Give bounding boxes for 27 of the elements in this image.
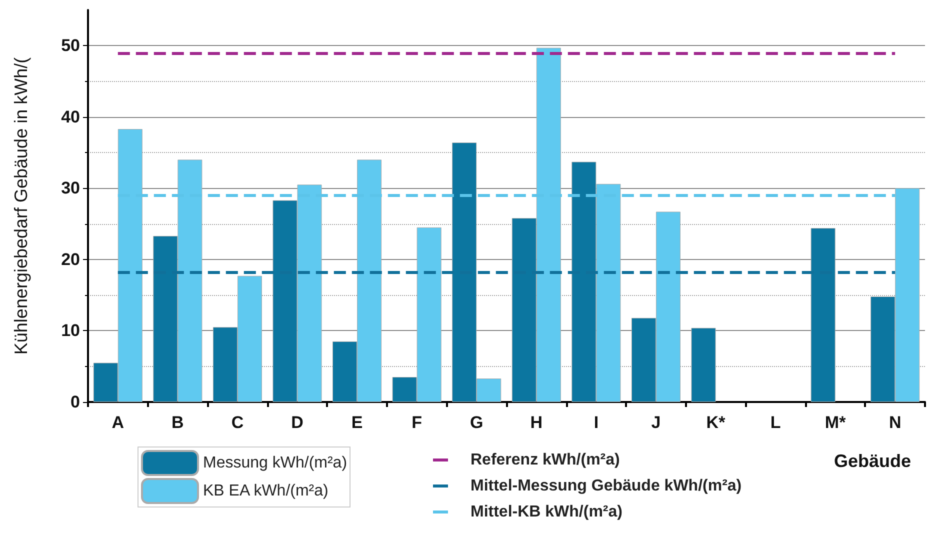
y-tick-label: 30 — [61, 178, 80, 198]
y-tick-label: 20 — [61, 250, 80, 269]
y-tick-label: 40 — [61, 107, 80, 126]
legend-label: Messung kWh/(m²a) — [203, 454, 348, 472]
y-axis-title: Kühlenergiebedarf Gebäude in kWh/( — [11, 57, 31, 355]
x-tick-label: L — [770, 413, 781, 432]
x-tick-label: N — [888, 413, 902, 432]
x-tick-label: F — [412, 413, 422, 432]
x-tick-label: I — [594, 413, 599, 432]
x-tick-label: C — [231, 413, 244, 432]
legend-label: Mittel-KB kWh/(m²a) — [470, 504, 622, 520]
y-tick-label: 50 — [61, 36, 80, 56]
x-tick-label: E — [351, 413, 363, 432]
y-tick-label: 0 — [70, 392, 80, 412]
x-tick-label: H — [530, 413, 543, 432]
x-tick-label: M* — [824, 413, 846, 432]
legend-label: KB EA kWh/(m²a) — [203, 482, 328, 500]
x-tick-label: A — [112, 413, 124, 432]
legend-label: Referenz kWh/(m²a) — [470, 452, 620, 468]
y-tick-label: 10 — [61, 321, 80, 340]
x-tick-label: J — [651, 413, 661, 432]
x-tick-label: D — [291, 413, 304, 432]
x-axis-title: Gebäude — [834, 451, 912, 471]
x-tick-label: G — [470, 413, 484, 432]
legend-label: Mittel-Messung Gebäude kWh/(m²a) — [470, 478, 742, 494]
x-tick-label: K* — [706, 413, 726, 432]
x-tick-label: B — [172, 413, 184, 432]
